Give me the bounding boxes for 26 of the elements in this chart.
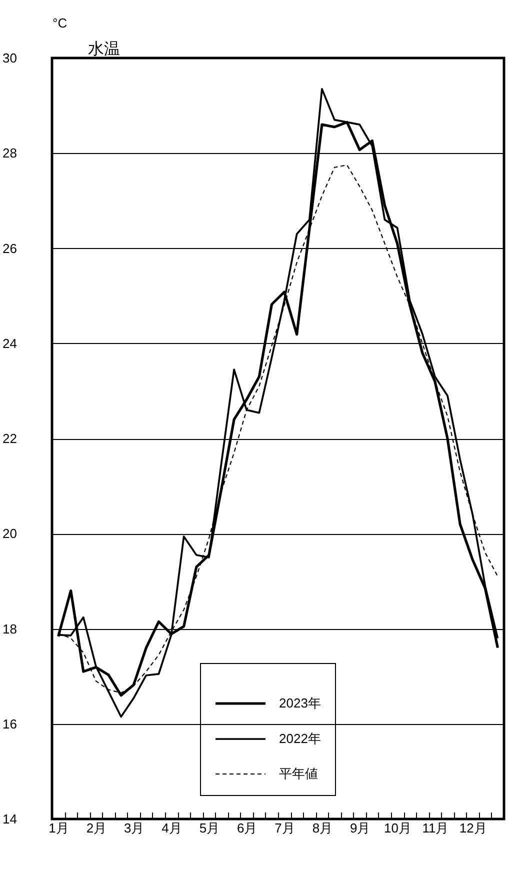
y-tick-label: 18 — [2, 621, 17, 636]
chart-title: 水温 — [88, 40, 120, 58]
y-tick-label: 28 — [2, 146, 17, 161]
y-tick-label: 16 — [2, 716, 17, 732]
x-tick-label: 11月 — [422, 820, 449, 836]
x-tick-label: 2月 — [86, 820, 107, 836]
x-tick-label: 7月 — [274, 820, 295, 836]
x-tick-label: 10月 — [384, 820, 412, 836]
legend-label: 2023年 — [279, 696, 321, 710]
x-tick-label: 12月 — [459, 820, 487, 836]
y-tick-label: 14 — [2, 812, 17, 826]
legend-label: 2022年 — [279, 731, 321, 746]
y-tick-label: 24 — [2, 336, 17, 351]
y-tick-label: 20 — [2, 526, 17, 542]
x-tick-label: 1月 — [48, 820, 69, 836]
x-tick-label: 6月 — [236, 820, 258, 836]
x-tick-label: 3月 — [124, 820, 144, 836]
legend-label: 平年値 — [279, 766, 318, 781]
x-tick-label: 8月 — [312, 820, 333, 836]
y-axis-title: °C — [52, 16, 68, 30]
y-tick-label: 26 — [2, 240, 17, 256]
y-tick-label: 30 — [2, 50, 17, 66]
x-tick-label: 4月 — [162, 820, 182, 836]
y-tick-label: 22 — [2, 431, 17, 446]
x-tick-label: 5月 — [199, 820, 220, 836]
x-tick-label: 9月 — [350, 820, 370, 836]
